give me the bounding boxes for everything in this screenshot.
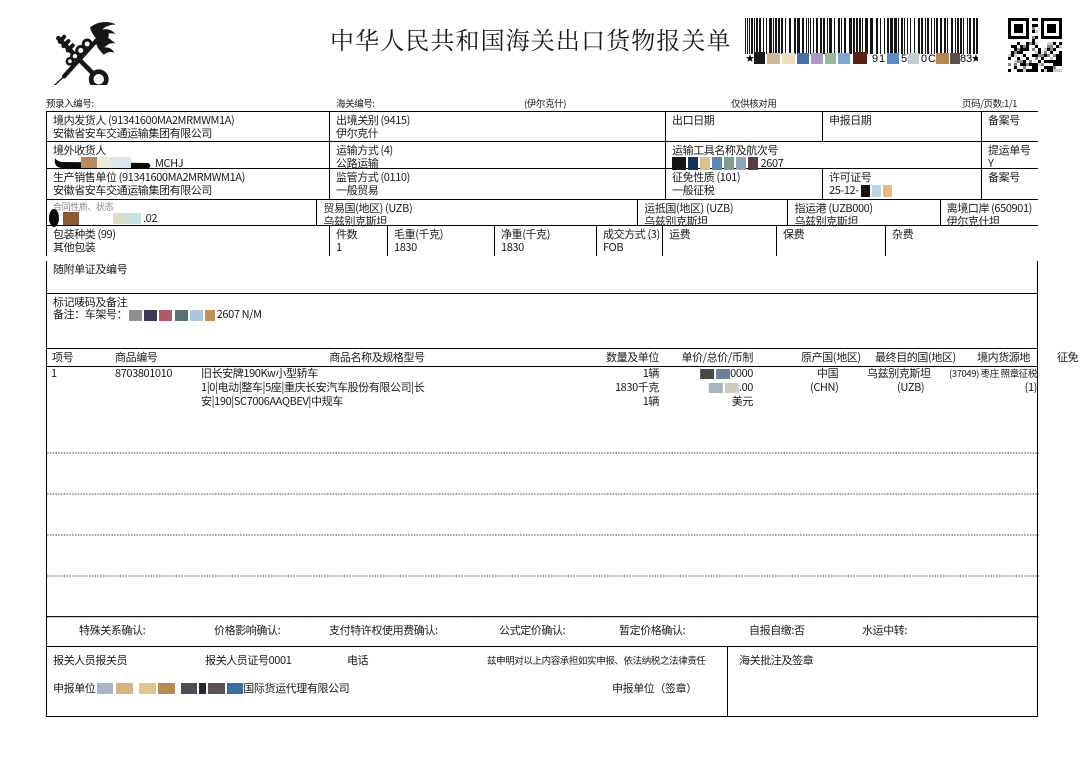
svg-text:C: C bbox=[928, 53, 936, 64]
svg-text:0: 0 bbox=[921, 53, 927, 64]
svg-text:9: 9 bbox=[872, 53, 878, 64]
svg-text:★: ★ bbox=[971, 53, 978, 64]
svg-text:5: 5 bbox=[901, 53, 907, 64]
svg-text:★: ★ bbox=[745, 54, 755, 64]
svg-text:1: 1 bbox=[879, 53, 885, 64]
